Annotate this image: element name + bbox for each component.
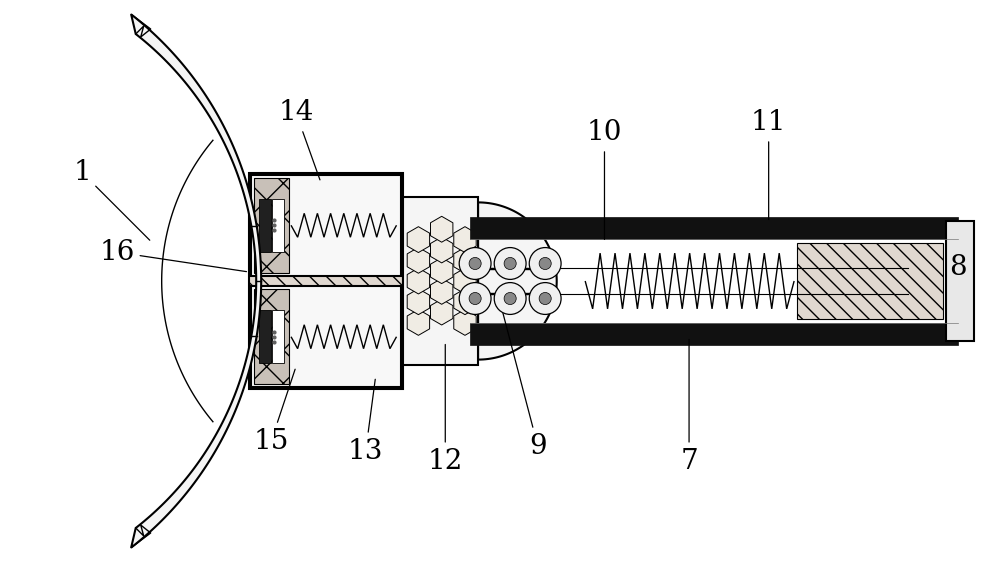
Text: 15: 15	[253, 369, 295, 455]
Polygon shape	[407, 310, 430, 336]
Polygon shape	[454, 310, 476, 336]
Polygon shape	[430, 278, 453, 304]
Circle shape	[459, 283, 491, 314]
Circle shape	[504, 292, 516, 305]
Text: 8: 8	[949, 253, 967, 280]
Text: 14: 14	[278, 99, 320, 180]
Text: 1: 1	[73, 159, 150, 240]
Bar	[470, 323, 958, 345]
Polygon shape	[430, 237, 453, 263]
Bar	[254, 178, 289, 273]
Circle shape	[469, 292, 481, 305]
Bar	[946, 221, 974, 341]
Polygon shape	[454, 268, 476, 294]
Text: 9: 9	[501, 305, 547, 460]
Circle shape	[529, 248, 561, 279]
Bar	[251, 175, 401, 276]
Bar	[272, 199, 284, 252]
Polygon shape	[454, 247, 476, 273]
Bar	[251, 286, 401, 387]
Circle shape	[459, 248, 491, 279]
Circle shape	[539, 292, 551, 305]
Circle shape	[469, 257, 481, 270]
Text: 7: 7	[680, 339, 698, 474]
Polygon shape	[407, 268, 430, 294]
Circle shape	[504, 257, 516, 270]
Bar	[470, 217, 958, 239]
Bar	[797, 243, 943, 319]
Bar	[259, 310, 271, 363]
Bar	[403, 197, 478, 365]
Text: 10: 10	[587, 119, 622, 239]
Polygon shape	[430, 299, 453, 325]
Circle shape	[539, 257, 551, 270]
Polygon shape	[407, 289, 430, 315]
Circle shape	[494, 283, 526, 314]
Text: 12: 12	[428, 345, 463, 474]
Text: 11: 11	[751, 109, 786, 220]
Polygon shape	[430, 258, 453, 284]
Text: 13: 13	[348, 379, 383, 465]
Bar	[249, 173, 403, 389]
Polygon shape	[454, 226, 476, 252]
Polygon shape	[430, 216, 453, 242]
Polygon shape	[407, 247, 430, 273]
Bar	[259, 199, 271, 252]
Polygon shape	[454, 289, 476, 315]
Bar	[254, 289, 289, 384]
Polygon shape	[131, 15, 261, 547]
Circle shape	[529, 283, 561, 314]
Polygon shape	[478, 202, 557, 360]
Circle shape	[494, 248, 526, 279]
Bar	[272, 310, 284, 363]
Polygon shape	[407, 226, 430, 252]
Text: 16: 16	[99, 239, 246, 271]
